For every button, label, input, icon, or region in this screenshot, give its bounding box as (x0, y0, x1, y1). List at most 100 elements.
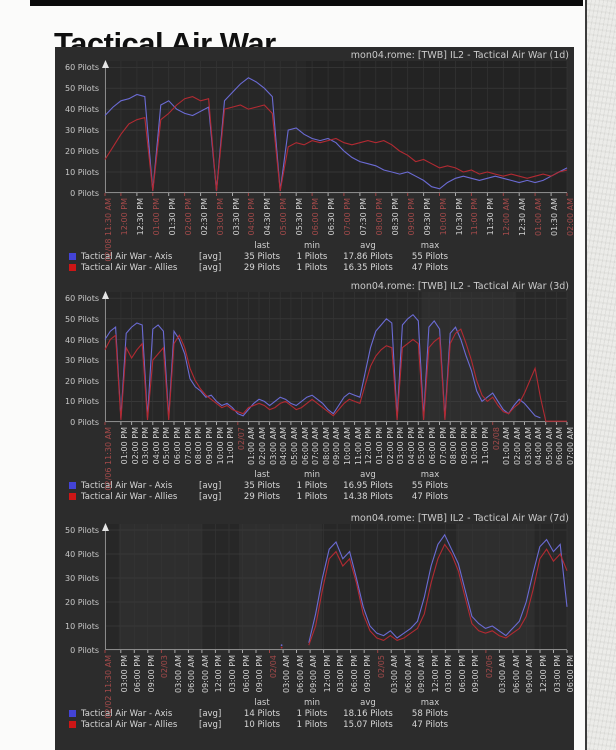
x-axis-label: 09:00 PM (363, 655, 373, 693)
y-axis-label: 20 Pilots (64, 147, 99, 157)
stat-avg: 16.35 Pilots (343, 262, 393, 273)
stat-last: 35 Pilots (243, 251, 281, 262)
series-name: Tactical Air War - Axis (81, 480, 173, 491)
x-axis-label: 02/04 (268, 655, 278, 679)
allies-series-line (308, 543, 568, 646)
x-axis-label: 04:00 AM (279, 427, 289, 465)
x-axis-label: 11:00 PM (470, 198, 480, 236)
x-axis-label: 04:00 PM (247, 198, 257, 236)
x-axis-label: 07:00 PM (438, 427, 448, 465)
stat-min: 1 Pilots (296, 719, 328, 730)
y-axis-label: 20 Pilots (64, 598, 99, 607)
stat-avg: 14.38 Pilots (343, 491, 393, 502)
legend-header-row: last min avg max (55, 470, 574, 480)
x-axis-label: 02/02 11:30 AM (104, 655, 113, 719)
stat-max: 47 Pilots (411, 719, 449, 730)
legend-stat-header: avg (360, 241, 376, 251)
legend-row-axis: Tactical Air War - Axis [avg] 35 Pilots 1 P… (55, 480, 574, 491)
x-axis-label: 09:00 PM (255, 655, 264, 693)
x-axis-label: 03:00 PM (215, 198, 225, 236)
x-axis-label: 02/07 (236, 427, 246, 451)
x-axis-label: 03:00 PM (396, 427, 406, 465)
x-axis-label: 06:00 AM (403, 655, 413, 693)
x-axis-label: 07:00 AM (311, 427, 321, 465)
series-name: Tactical Air War - Axis (81, 708, 173, 719)
stat-last: 10 Pilots (243, 719, 281, 730)
x-axis-label: 12:00 PM (214, 655, 224, 693)
stat-max: 55 Pilots (411, 251, 449, 262)
x-axis-label: 02:30 PM (199, 198, 209, 236)
x-axis-label: 03:00 AM (390, 655, 400, 693)
x-axis-label: 05:30 PM (295, 198, 305, 236)
x-axis-label: 04:00 AM (534, 427, 544, 465)
stat-last: 29 Pilots (243, 491, 281, 502)
y-axis-label: 50 Pilots (64, 314, 99, 324)
stat-min: 1 Pilots (296, 262, 328, 273)
x-axis-label: 02/06 11:30 AM (104, 427, 113, 491)
axis-color-swatch (69, 253, 76, 260)
stat-max: 58 Pilots (411, 708, 449, 719)
legend-row-allies: Tactical Air War - Allies [avg] 29 Pilots 1… (55, 262, 574, 273)
chart-panel-3d: mon04.rome: [TWB] IL2 - Tactical Air War… (55, 278, 575, 510)
x-axis-label: 02:00 AM (566, 198, 575, 236)
x-axis-label: 02:00 PM (385, 427, 395, 465)
y-axis-label: 30 Pilots (64, 356, 99, 366)
series-consolidation-mode: [avg] (199, 262, 222, 273)
series-consolidation-mode: [avg] (199, 491, 222, 502)
top-divider-bar (30, 0, 583, 6)
y-axis-label: 10 Pilots (64, 397, 99, 407)
stat-max: 47 Pilots (411, 262, 449, 273)
legend-row-allies: Tactical Air War - Allies [avg] 29 Pilots 1… (55, 491, 574, 502)
x-axis-label: 11:30 PM (486, 198, 496, 236)
x-axis-label: 06:30 PM (327, 198, 337, 236)
x-axis-label: 06:00 PM (349, 655, 359, 693)
legend-7d: last min avg max Tactical Air War - Axis [avg… (55, 698, 574, 730)
x-axis-label: 05:00 PM (162, 427, 172, 465)
stat-min: 1 Pilots (296, 480, 328, 491)
x-axis-label: 04:30 PM (263, 198, 273, 236)
legend-header-row: last min avg max (55, 241, 574, 251)
legend-row-axis: Tactical Air War - Axis [avg] 35 Pilots 1 P… (55, 251, 574, 262)
y-axis-label: 0 Pilots (70, 646, 99, 655)
allies-color-swatch (69, 493, 76, 500)
x-axis-label: 02:00 PM (130, 427, 140, 465)
charts-container: mon04.rome: [TWB] IL2 - Tactical Air War… (55, 47, 575, 750)
allies-color-swatch (69, 264, 76, 271)
series-name: Tactical Air War - Axis (81, 251, 173, 262)
series-consolidation-mode: [avg] (199, 719, 222, 730)
allies-series-line (104, 96, 568, 191)
x-axis-label: 12:00 PM (430, 655, 440, 693)
x-axis-label: 08:30 PM (390, 198, 400, 236)
legend-stat-header: last (254, 241, 270, 251)
x-axis-label: 06:00 PM (133, 655, 143, 693)
x-axis-label: 01:00 PM (374, 427, 384, 465)
legend-header-row: last min avg max (55, 698, 574, 708)
x-axis-label: 02:00 AM (512, 427, 522, 465)
x-axis-label: 02/05 (376, 655, 386, 679)
stat-avg: 16.95 Pilots (343, 480, 393, 491)
axis-color-swatch (69, 710, 76, 717)
x-axis-label: 06:00 PM (457, 655, 467, 693)
series-name: Tactical Air War - Allies (81, 262, 178, 273)
x-axis-label: 05:00 PM (417, 427, 427, 465)
x-axis-label: 05:00 PM (279, 198, 289, 236)
graph-image-3d[interactable] (102, 291, 568, 425)
x-axis-label: 09:00 PM (406, 198, 416, 236)
stat-last: 14 Pilots (243, 708, 281, 719)
y-axis-label: 40 Pilots (64, 550, 99, 559)
x-axis-label: 09:30 PM (422, 198, 432, 236)
axis-series-line (104, 77, 568, 191)
x-axis-label: 09:00 AM (200, 655, 210, 693)
x-axis-label: 09:00 PM (471, 655, 481, 693)
graph-image-7d[interactable] (102, 523, 568, 653)
legend-row-axis: Tactical Air War - Axis [avg] 14 Pilots 1 P… (55, 708, 574, 719)
series-consolidation-mode: [avg] (199, 708, 222, 719)
legend-stat-header: min (303, 698, 321, 708)
axis-color-swatch (69, 482, 76, 489)
y-axis-label: 30 Pilots (64, 574, 99, 583)
stat-min: 1 Pilots (296, 491, 328, 502)
chart-title-1d: mon04.rome: [TWB] IL2 - Tactical Air War… (350, 50, 569, 61)
x-axis-label: 09:00 AM (309, 655, 319, 693)
graph-image-1d[interactable] (102, 60, 568, 196)
